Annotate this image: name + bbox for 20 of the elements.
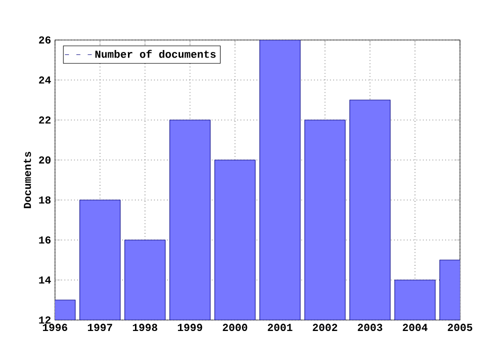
x-tick-label: 1997: [88, 324, 112, 332]
x-tick-label: 2002: [312, 324, 338, 332]
y-tick-label: 22: [39, 116, 51, 124]
legend-label: Number of documents: [95, 50, 216, 58]
y-tick-label: 24: [39, 76, 51, 84]
x-tick-label: 1996: [42, 324, 68, 332]
x-tick-label: 1998: [132, 324, 158, 332]
x-tick-label: 2003: [358, 324, 382, 332]
x-tick-label: 2004: [402, 324, 428, 332]
y-tick-label: 12: [39, 316, 51, 324]
y-tick-label: 26: [39, 36, 51, 44]
y-tick-label: 14: [39, 276, 51, 284]
y-axis-title: Documents: [24, 152, 32, 208]
y-tick-label: 18: [39, 196, 51, 204]
x-tick-label: 2000: [222, 324, 248, 332]
x-tick-label: 2001: [268, 324, 292, 332]
x-tick-label: 2005: [448, 324, 472, 332]
x-tick-label: 1999: [178, 324, 202, 332]
y-tick-label: 16: [39, 236, 51, 244]
y-tick-label: 20: [39, 156, 51, 164]
